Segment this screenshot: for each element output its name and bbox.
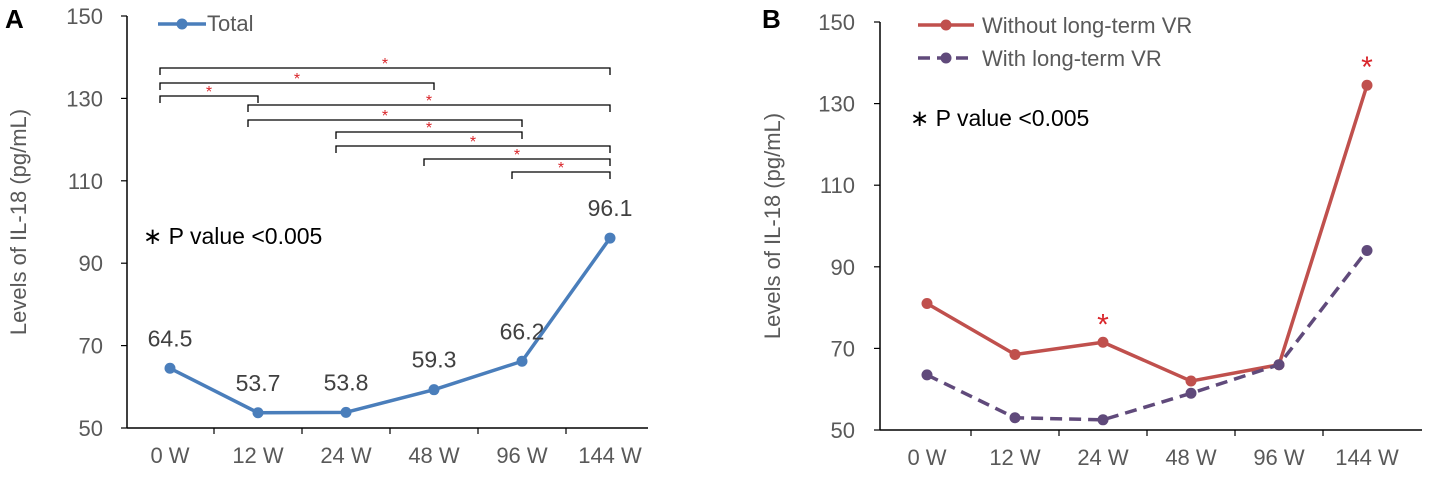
significance-star: *: [470, 134, 476, 151]
significance-star: *: [1097, 308, 1109, 341]
data-point-1-24w: [340, 406, 352, 418]
y-tick-label: 90: [79, 251, 103, 276]
data-point-1-24w: [1097, 336, 1109, 348]
data-point-1-12w: [252, 407, 264, 419]
significance-bracket: [159, 95, 259, 103]
significance-bracket: [247, 104, 611, 112]
series-line-1: [926, 84, 1369, 383]
data-label: 59.3: [412, 347, 457, 373]
x-tick-label: 24 W: [320, 443, 372, 468]
x-tick-label: 96 W: [496, 443, 548, 468]
x-tick-label: 0 W: [907, 445, 946, 470]
panel-b: B 50 70 90 110 130 150 0 W 12 W 24 W 48 W 96 W 144 W…: [760, 4, 1422, 470]
data-point-1-96w: [516, 355, 528, 367]
series-line-1: [169, 237, 612, 415]
x-tick-label: 48 W: [408, 443, 460, 468]
p-value-note: ∗ P value <0.005: [910, 105, 1089, 131]
panel-letter: B: [762, 4, 781, 34]
significance-bracket: [159, 67, 611, 75]
y-tick-label: 130: [818, 92, 855, 117]
panel-letter: A: [5, 4, 24, 34]
y-tick-label: 50: [831, 418, 855, 443]
data-point-1-144w: [1361, 79, 1373, 91]
y-tick-label: 110: [68, 169, 103, 194]
y-tick-label: 50: [79, 416, 103, 441]
data-label: 66.2: [500, 318, 545, 344]
data-point-2-48w: [1185, 387, 1197, 399]
x-tick-label: 12 W: [232, 443, 284, 468]
significance-star: *: [514, 147, 520, 164]
significance-star: *: [426, 120, 432, 137]
x-tick-label: 48 W: [1165, 445, 1217, 470]
significance-star: *: [558, 160, 564, 177]
data-point-2-12w: [1009, 412, 1021, 424]
legend-label-total: Total: [207, 11, 253, 36]
data-point-2-144w: [1361, 244, 1373, 256]
x-tick-label: 0 W: [150, 443, 189, 468]
legend-label-1: Without long-term VR: [982, 13, 1192, 38]
significance-star: *: [382, 56, 388, 73]
significance-bracket: [159, 82, 435, 90]
data-point-1-0w: [921, 298, 933, 310]
y-tick-label: 70: [79, 334, 103, 359]
significance-star: *: [294, 71, 300, 88]
x-tick-label: 24 W: [1077, 445, 1129, 470]
y-tick-label: 150: [66, 4, 103, 29]
data-point-1-0w: [164, 362, 176, 374]
panel-a: A 50 70 90 110 130 150 0 W 12 W 24 W 48 W 96 W 144 W…: [5, 4, 648, 468]
significance-bracket: [335, 145, 611, 153]
significance-bracket: [247, 119, 523, 127]
legend-marker-2: [940, 52, 952, 64]
p-value-note: ∗ P value <0.005: [143, 223, 322, 249]
x-tick-label: 144 W: [1335, 445, 1399, 470]
legend-label-2: With long-term VR: [982, 46, 1162, 71]
data-point-1-12w: [1009, 349, 1021, 361]
data-point-2-0w: [921, 369, 933, 381]
y-tick-label: 90: [831, 255, 855, 280]
data-point-1-48w: [428, 384, 440, 396]
significance-star: *: [1361, 51, 1373, 84]
x-tick-label: 12 W: [989, 445, 1041, 470]
data-point-2-24w: [1097, 414, 1109, 426]
data-label: 53.7: [236, 370, 281, 396]
y-axis-title: Levels of IL-18 (pg/mL): [6, 109, 31, 335]
significance-star: *: [206, 84, 212, 101]
data-label: 53.8: [324, 369, 369, 395]
significance-bracket: [423, 158, 611, 166]
data-point-1-48w: [1185, 375, 1197, 387]
x-tick-label: 96 W: [1253, 445, 1305, 470]
data-point-2-96w: [1273, 359, 1285, 371]
y-axis-title: Levels of IL-18 (pg/mL): [760, 113, 785, 339]
legend-marker-1: [940, 19, 952, 31]
series-line-2: [926, 249, 1369, 422]
significance-star: *: [382, 108, 388, 125]
x-tick-label: 144 W: [578, 443, 642, 468]
y-tick-label: 110: [820, 173, 855, 198]
significance-bracket: [511, 171, 611, 179]
data-label: 64.5: [148, 325, 193, 351]
data-point-1-144w: [604, 232, 616, 244]
y-tick-label: 150: [818, 10, 855, 35]
legend-marker-total: [176, 18, 188, 30]
significance-bracket: [335, 131, 523, 139]
significance-star: *: [426, 93, 432, 110]
y-tick-label: 70: [831, 336, 855, 361]
y-tick-label: 130: [66, 86, 103, 111]
data-label: 96.1: [588, 195, 633, 221]
